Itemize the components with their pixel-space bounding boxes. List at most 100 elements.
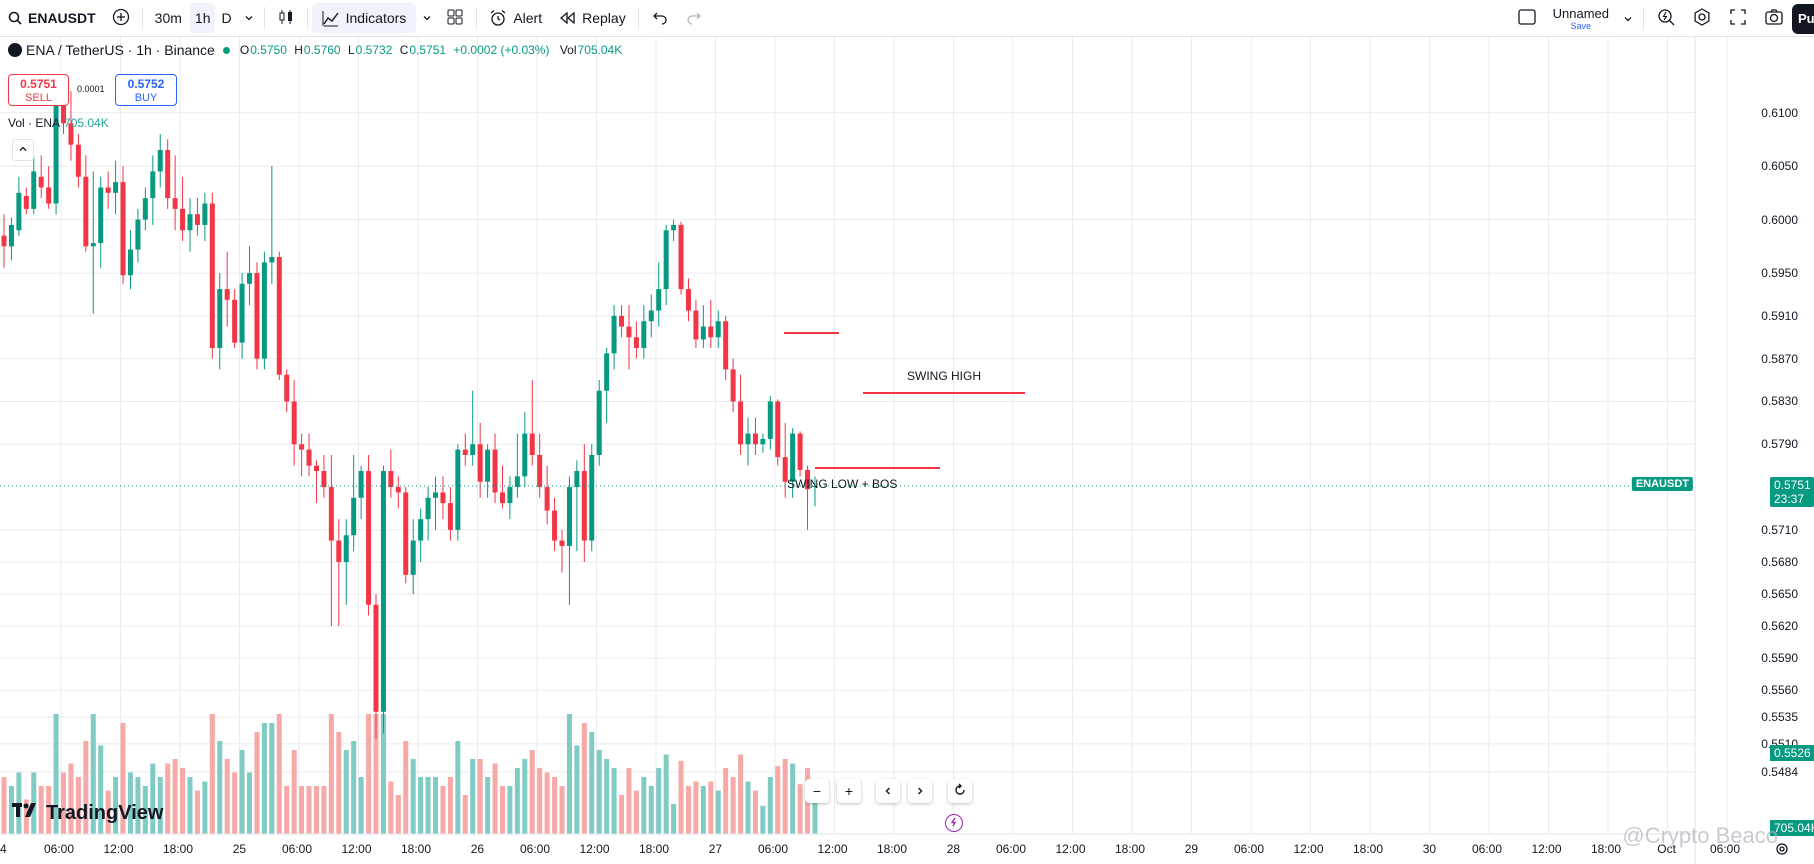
interval-1h[interactable]: 1h [189,3,216,33]
scroll-left-button[interactable] [876,779,900,803]
volume-bar [790,763,796,834]
snapshot-button[interactable] [1756,0,1792,37]
volume-bar [552,777,558,834]
chevron-right-icon [915,783,925,799]
candle-body [700,326,706,340]
collapse-legend-button[interactable] [12,139,34,161]
redo-button[interactable] [677,0,711,37]
volume-bar [395,795,401,834]
candle-body [723,321,729,370]
interval-d[interactable]: D [221,10,232,26]
candle-body [165,150,171,199]
undo-button[interactable] [643,0,677,37]
volume-bar [224,759,230,834]
chart-type-button[interactable] [269,0,303,37]
chevron-up-icon [18,144,28,157]
candle-body [366,471,372,605]
volume-bar [135,777,141,834]
reset-chart-button[interactable] [948,779,972,803]
low-label: L [347,43,355,57]
volume-bar [276,714,282,834]
candle-body [685,289,691,311]
volume-bar [254,732,260,834]
legend-title[interactable]: ENA / TetherUS · 1h · Binance [26,42,215,58]
tradingview-logo[interactable]: TradingView [12,801,163,825]
scroll-right-button[interactable] [908,779,932,803]
price-tick-label: 0.5870 [1761,351,1798,366]
price-chart[interactable] [0,37,1814,864]
price-tick-label: 0.5535 [1761,710,1798,725]
volume-bar [209,714,215,834]
candle-body [574,471,580,488]
gear-icon [1775,843,1789,860]
layout-checkbox[interactable] [1509,0,1545,37]
candle-body [358,471,364,498]
volume-bar [127,772,133,834]
compare-button[interactable] [104,0,138,37]
swing-high-annotation[interactable]: SWING HIGH [907,369,981,383]
candle-body [46,187,52,204]
volume-bar [529,750,535,834]
volume-bar [142,786,148,834]
price-tick-label: 0.5790 [1761,437,1798,452]
candle-body [514,476,520,488]
publish-button[interactable]: Pu [1792,3,1814,34]
volume-bar [544,772,550,834]
candle-body [730,369,736,402]
volume-bar [626,768,632,834]
top-toolbar: ENAUSDT 30m 1h D Indicators Alert Replay [0,0,1814,37]
zoom-out-button[interactable]: − [805,779,829,803]
price-tick-label: 0.5650 [1761,587,1798,602]
axis-settings-button[interactable] [1775,842,1789,861]
quick-search-button[interactable] [1648,0,1684,37]
volume-bar [343,750,349,834]
interval-dropdown[interactable] [238,0,260,37]
volume-bar [656,768,662,834]
candle-body [522,433,528,477]
price-tick-label: 0.6100 [1761,105,1798,120]
indicators-button[interactable]: Indicators [311,3,417,33]
replay-button[interactable]: Replay [550,0,634,37]
buy-button[interactable]: 0.5752 BUY [115,74,177,106]
volume-bar [499,786,505,834]
divider [476,7,478,29]
symbol-search[interactable]: ENAUSDT [0,0,104,37]
candle-body [648,310,654,322]
layout-dropdown[interactable] [1617,0,1639,37]
volume-bar [38,786,44,834]
volume-bar [745,781,751,834]
fullscreen-button[interactable] [1720,0,1756,37]
lightning-button[interactable] [945,814,963,832]
settings-button[interactable] [1684,0,1720,37]
swing-low-annotation[interactable]: SWING LOW + BOS [787,477,898,491]
candle-body [321,471,327,488]
watermark: @Crypto Beaco [1622,823,1778,848]
volume-bar [157,777,163,834]
zoom-in-button[interactable]: + [837,779,861,803]
alert-button[interactable]: Alert [481,0,550,37]
interval-30m[interactable]: 30m [154,10,182,26]
price-tick-label: 0.5590 [1761,651,1798,666]
layout-name-button[interactable]: Unnamed Save [1545,0,1617,37]
volume-bar [723,768,729,834]
candle-body [247,273,253,284]
volume-bar [165,763,171,834]
time-tick-label: 06:00 [1472,842,1503,856]
volume-legend[interactable]: Vol · ENA 705.04K [8,116,109,130]
candle-body [113,182,119,193]
time-tick-label: 06:00 [520,842,551,856]
candle-body [306,449,312,466]
volume-bar [782,759,788,834]
candle-body [61,91,67,124]
candle-body [90,243,96,247]
sell-button[interactable]: 0.5751 SELL [8,74,69,106]
close-label: C [399,43,409,57]
candle-body [611,315,617,354]
lightning-search-icon [1656,7,1676,30]
layouts-button[interactable] [438,0,472,37]
indicators-dropdown[interactable] [416,0,438,37]
candle-body [544,487,550,511]
volume-bar [373,714,379,834]
layout-name: Unnamed [1552,5,1609,21]
volume-bar [239,750,245,834]
